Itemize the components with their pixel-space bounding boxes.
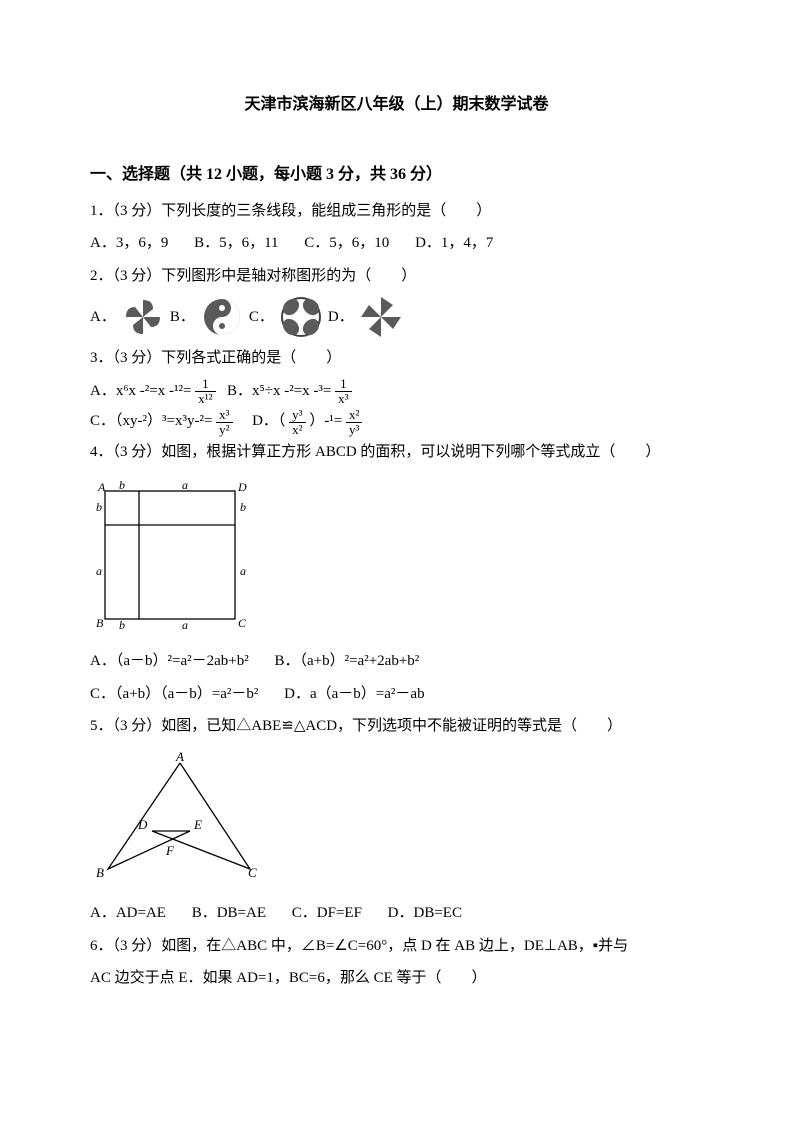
q3-opt-d-midfrac: y³ x² xyxy=(289,408,305,436)
svg-text:D: D xyxy=(137,817,148,832)
svg-text:a: a xyxy=(96,564,102,578)
q4-stem: 4．（3 分）如图，根据计算正方形 ABCD 的面积，可以说明下列哪个等式成立（… xyxy=(90,438,703,467)
svg-text:D: D xyxy=(237,480,247,494)
q4-opt-d: D．a（a－b）=a²－ab xyxy=(284,680,424,709)
svg-text:F: F xyxy=(165,843,175,858)
q3-opt-d-mid2: ）‑¹= xyxy=(309,413,342,429)
q2-opt-d-label: D． xyxy=(328,303,354,332)
page-title: 天津市滨海新区八年级（上）期末数学试卷 xyxy=(90,90,703,120)
q3-row2: C．（xy‑²）³=x³y‑²= x³ y² D．（ y³ x² ）‑¹= x²… xyxy=(90,407,703,436)
q2-opt-a-label: A． xyxy=(90,303,116,332)
exam-page: 天津市滨海新区八年级（上）期末数学试卷 一、选择题（共 12 小题，每小题 3 … xyxy=(0,0,793,1037)
yin-swirl-icon xyxy=(199,294,245,340)
windmill-icon xyxy=(358,294,404,340)
q3-stem: 3．（3 分）下列各式正确的是（ ） xyxy=(90,344,703,373)
svg-text:a: a xyxy=(182,478,188,492)
q5-stem: 5．（3 分）如图，已知△ABE≌△ACD，下列选项中不能被证明的等式是（ ） xyxy=(90,712,703,741)
q3-row1: A．x⁶x ‑²=x ‑¹²= 1 x¹² B．x⁵÷x ‑²=x ‑³= 1 … xyxy=(90,377,703,406)
q2-stem: 2．（3 分）下列图形中是轴对称图形的为（ ） xyxy=(90,262,703,291)
triangle-figure-icon: A B C D E F xyxy=(90,751,270,881)
q1-options: A．3，6，9 B．5，6，11 C．5，6，10 D．1，4，7 xyxy=(90,229,703,258)
svg-text:b: b xyxy=(96,500,102,514)
q4-row1: A．（a－b）²=a²－2ab+b² B．（a+b）²=a²+2ab+b² xyxy=(90,647,703,676)
svg-text:A: A xyxy=(97,480,106,494)
section-title: 一、选择题（共 12 小题，每小题 3 分，共 36 分） xyxy=(90,160,703,190)
q1-opt-a: A．3，6，9 xyxy=(90,229,168,258)
svg-text:B: B xyxy=(96,865,104,880)
q4-opt-c: C．（a+b）（a－b）=a²－b² xyxy=(90,680,258,709)
q3-opt-c-prefix: C．（xy‑²）³=x³y‑²= xyxy=(90,413,212,429)
q6-line1: 6．（3 分）如图，在△ABC 中，∠B=∠C=60°，点 D 在 AB 边上，… xyxy=(90,932,703,961)
q6-line2: AC 边交于点 E．如果 AD=1，BC=6，那么 CE 等于（ ） xyxy=(90,964,703,993)
q1-opt-d: D．1，4，7 xyxy=(415,229,493,258)
q1-opt-b: B．5，6，11 xyxy=(194,229,278,258)
q3-opt-a-frac: 1 x¹² xyxy=(195,377,215,405)
svg-text:C: C xyxy=(238,616,247,629)
pinwheel-icon xyxy=(120,294,166,340)
svg-text:b: b xyxy=(240,500,246,514)
q4-opt-b: B．（a+b）²=a²+2ab+b² xyxy=(274,647,419,676)
q5-opt-a: A．AD=AE xyxy=(90,899,166,928)
q3-opt-d-frac: x² y³ xyxy=(346,408,362,436)
svg-text:b: b xyxy=(119,478,125,492)
q2-options: A． B． C． D． xyxy=(90,294,703,340)
svg-text:B: B xyxy=(96,616,104,629)
q5-options: A．AD=AE B．DB=AE C．DF=EF D．DB=EC xyxy=(90,899,703,928)
q2-opt-c-label: C． xyxy=(249,303,274,332)
svg-text:C: C xyxy=(248,865,257,880)
svg-text:b: b xyxy=(119,618,125,629)
q4-row2: C．（a+b）（a－b）=a²－b² D．a（a－b）=a²－ab xyxy=(90,680,703,709)
q1-opt-c: C．5，6，10 xyxy=(304,229,389,258)
q3-opt-a-prefix: A．x⁶x ‑²=x ‑¹²= xyxy=(90,383,191,399)
q5-opt-d: D．DB=EC xyxy=(388,899,462,928)
square-figure-icon: A D B C b a b a b a b a xyxy=(90,477,250,629)
circle-petals-icon xyxy=(278,294,324,340)
svg-text:E: E xyxy=(193,817,202,832)
q5-opt-c: C．DF=EF xyxy=(292,899,362,928)
svg-text:a: a xyxy=(240,564,246,578)
svg-text:A: A xyxy=(175,751,184,764)
q3-opt-b-frac: 1 x³ xyxy=(335,377,351,405)
q2-opt-b-label: B． xyxy=(170,303,195,332)
q3-opt-c-frac: x³ y² xyxy=(216,408,232,436)
svg-text:a: a xyxy=(182,618,188,629)
q3-opt-d-prefix: D．（ xyxy=(252,413,285,429)
q4-opt-a: A．（a－b）²=a²－2ab+b² xyxy=(90,647,249,676)
q1-stem: 1．（3 分）下列长度的三条线段，能组成三角形的是（ ） xyxy=(90,197,703,226)
q3-opt-b-prefix: B．x⁵÷x ‑²=x ‑³= xyxy=(227,383,331,399)
q5-opt-b: B．DB=AE xyxy=(192,899,266,928)
